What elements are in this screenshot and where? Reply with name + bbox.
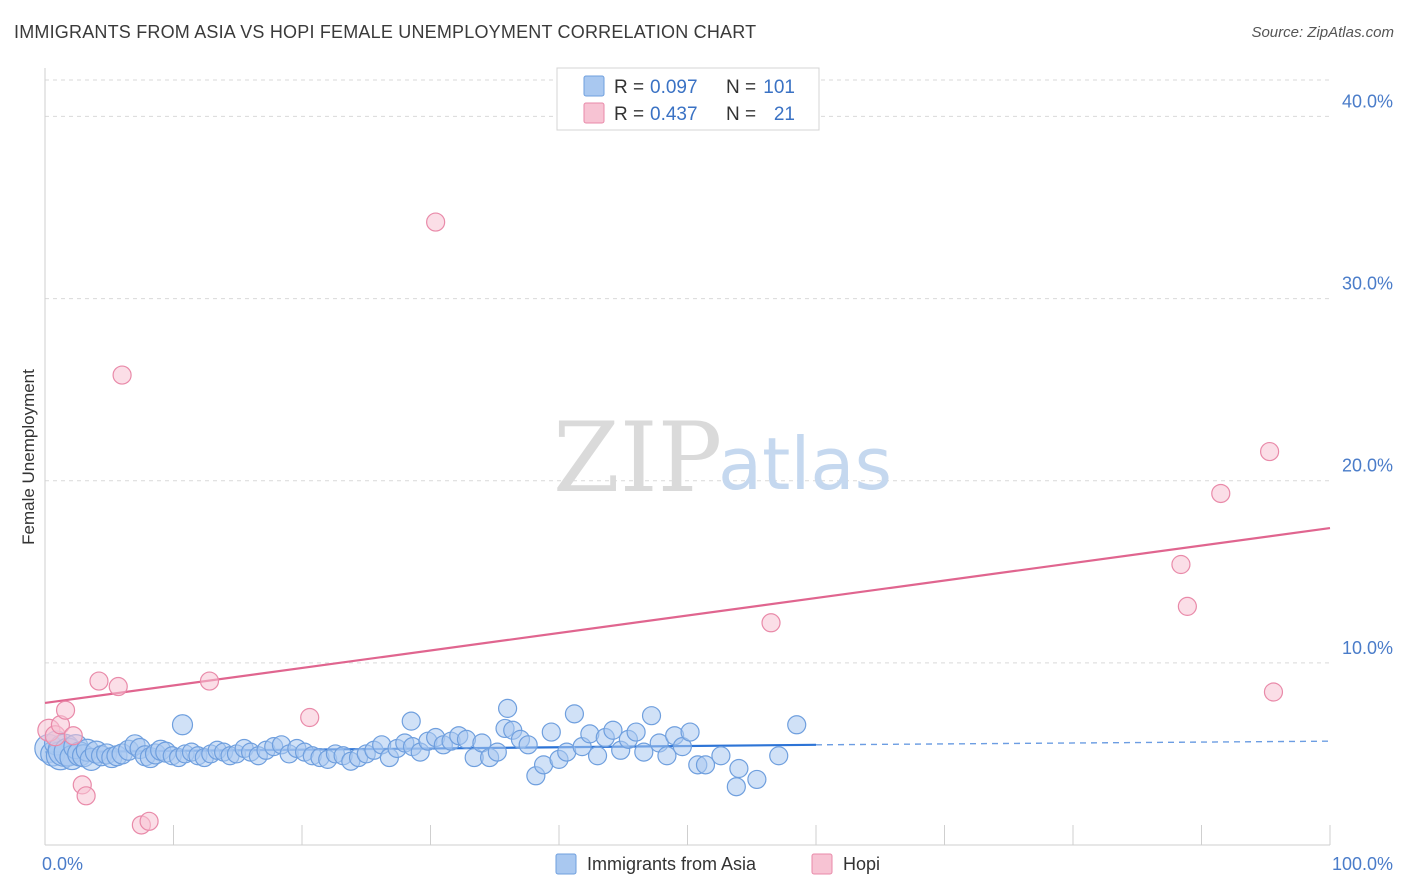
blue-point-105 xyxy=(498,698,518,718)
blue-point-85 xyxy=(603,720,623,740)
blue-point-98 xyxy=(711,746,731,766)
bottom-legend-swatch-pink xyxy=(811,853,833,875)
chart-title: IMMIGRANTS FROM ASIA VS HOPI FEMALE UNEM… xyxy=(14,22,757,42)
blue-point-100 xyxy=(729,758,749,779)
pink-point-14 xyxy=(426,212,446,232)
blue-point-83 xyxy=(587,746,608,766)
legend-n-value-blue: 101 xyxy=(763,77,795,98)
blue-point-88 xyxy=(626,722,646,742)
blue-point-92 xyxy=(657,746,677,766)
series-legend: Immigrants from Asia Hopi xyxy=(555,853,880,875)
bottom-legend-swatch-blue xyxy=(555,853,577,875)
y-tick-label-1: 20.0% xyxy=(1342,456,1393,476)
bottom-legend-label-pink: Hopi xyxy=(843,854,880,874)
series-pink xyxy=(37,212,1284,835)
pink-point-15 xyxy=(761,613,781,633)
correlation-legend: R = 0.097 N = 101 R = 0.437 N = 21 xyxy=(556,67,820,131)
pink-point-18 xyxy=(1211,483,1231,504)
pink-point-7 xyxy=(89,671,109,691)
legend-r-label-pink: R = xyxy=(614,104,644,125)
x-tick-label-0: 0.0% xyxy=(42,854,83,874)
x-tick-label-1: 100.0% xyxy=(1332,854,1393,874)
bottom-legend-label-blue: Immigrants from Asia xyxy=(587,854,757,874)
pink-point-16 xyxy=(1171,554,1191,575)
pink-point-4 xyxy=(63,726,83,746)
legend-r-label-blue: R = xyxy=(614,77,644,98)
legend-n-label-pink: N = xyxy=(726,104,756,125)
pink-trend-line xyxy=(44,526,1331,705)
blue-point-99 xyxy=(726,777,746,797)
watermark-zip: ZIP xyxy=(553,402,722,514)
blue-point-90 xyxy=(641,706,662,726)
y-tick-label-3: 40.0% xyxy=(1342,91,1393,111)
legend-n-label-blue: N = xyxy=(726,77,756,98)
pink-point-11 xyxy=(139,811,159,831)
y-tick-label-2: 30.0% xyxy=(1342,274,1393,294)
pink-point-6 xyxy=(76,786,96,806)
blue-point-77 xyxy=(541,722,561,742)
blue-point-95 xyxy=(680,722,700,742)
pink-point-9 xyxy=(112,365,132,385)
y-axis-label: Female Unemployment xyxy=(19,369,38,545)
blue-point-102 xyxy=(769,746,789,766)
blue-point-97 xyxy=(695,755,716,775)
points-layer xyxy=(34,212,1284,835)
watermark-atlas: atlas xyxy=(718,422,892,506)
blue-point-106 xyxy=(401,711,421,731)
blue-trend-extension xyxy=(815,740,1331,746)
blue-point-70 xyxy=(487,742,507,762)
axis-layer: 10.0% 20.0% 30.0% 40.0% 0.0% 100.0% xyxy=(42,68,1393,874)
watermark: ZIP atlas xyxy=(553,402,892,514)
pink-point-17 xyxy=(1177,596,1197,616)
pink-point-8 xyxy=(108,676,128,697)
blue-point-103 xyxy=(787,715,807,735)
legend-swatch-blue xyxy=(583,75,605,97)
legend-swatch-pink xyxy=(583,102,605,124)
grid-layer xyxy=(45,79,1330,664)
pink-point-20 xyxy=(1263,682,1284,702)
pink-point-12 xyxy=(199,671,220,691)
blue-point-80 xyxy=(564,704,585,724)
source-credit: Source: ZipAtlas.com xyxy=(1251,24,1394,41)
y-tick-label-0: 10.0% xyxy=(1342,638,1393,658)
legend-r-value-blue: 0.097 xyxy=(650,77,698,98)
blue-point-104 xyxy=(171,714,194,736)
pink-point-19 xyxy=(1260,441,1280,462)
blue-point-74 xyxy=(518,735,538,755)
pink-point-13 xyxy=(300,707,320,728)
pink-point-3 xyxy=(55,700,76,720)
trend-layer xyxy=(44,526,1331,754)
legend-r-value-pink: 0.437 xyxy=(650,104,698,125)
blue-point-89 xyxy=(634,742,654,762)
blue-point-101 xyxy=(747,769,767,790)
series-blue xyxy=(34,698,807,797)
legend-n-value-pink: 21 xyxy=(774,104,795,125)
